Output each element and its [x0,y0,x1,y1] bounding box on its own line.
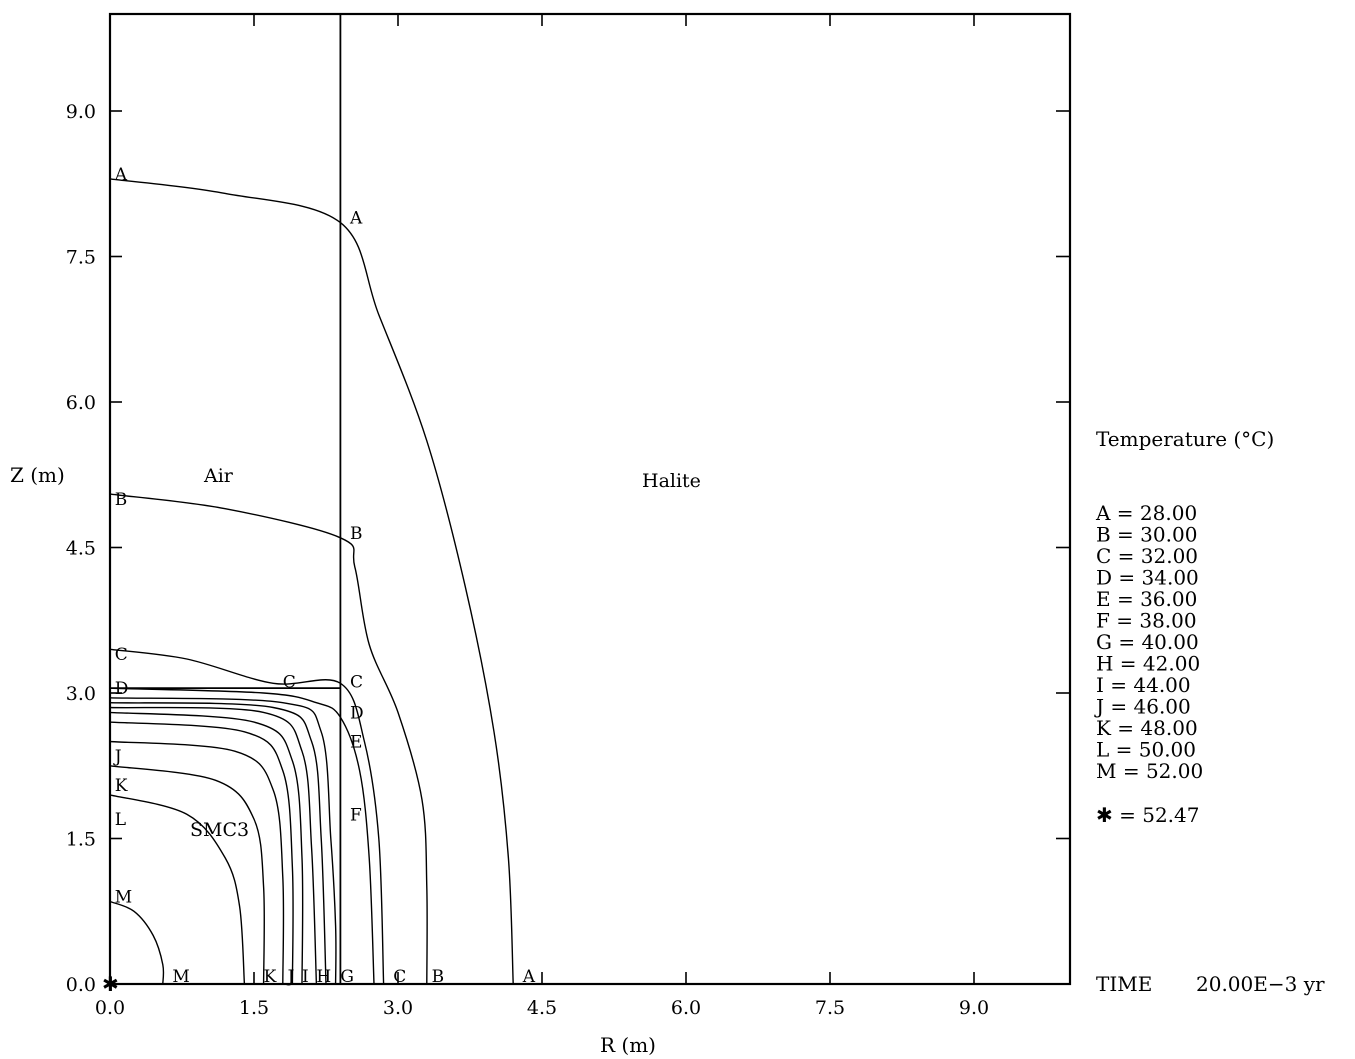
legend-entry-d: D = 34.00 [1096,566,1199,590]
legend-entry-k: K = 48.00 [1096,716,1198,740]
max-value-legend: ✱ = 52.47 [1096,803,1200,827]
contour-label-c: C [393,967,406,987]
contour-label-d: D [115,679,129,699]
contour-label-i: I [302,967,309,987]
legend-title: Temperature (°C) [1096,427,1274,451]
region-boundaries [110,14,342,984]
x-tick-label: 0.0 [95,997,125,1019]
contour-label-d: D [350,703,364,723]
region-label-air: Air [203,465,234,487]
contour-label-j: J [113,747,122,767]
contour-label-c: C [350,672,363,692]
contour-line-l [109,794,246,985]
contour-line-j [109,740,285,985]
x-tick-label: 9.0 [959,997,989,1019]
contour-label-a: A [349,209,363,229]
x-tick-label: 4.5 [527,997,557,1019]
contour-label-f: F [350,805,362,825]
contour-label-h: H [316,967,331,987]
time-label: TIME [1096,972,1152,996]
y-tick-label: 9.0 [66,101,96,123]
max-marker: ✱ [102,972,119,996]
region-label-halite: Halite [642,470,701,492]
contour-line-m [109,900,165,985]
contour-line-k [109,765,266,985]
x-axis-ticks: 0.0 1.5 3.0 4.5 6.0 7.5 9.0 [95,14,989,1019]
y-tick-label: 1.5 [66,829,96,851]
contour-label-b: B [115,490,128,510]
contour-lines [109,178,514,985]
x-tick-label: 7.5 [815,997,845,1019]
contour-label-a: A [114,165,128,185]
x-axis-label: R (m) [600,1033,656,1057]
contour-label-b: B [432,967,445,987]
contour-label-g: G [340,967,354,987]
contour-label-j: J [286,967,295,987]
y-tick-label: 3.0 [66,683,96,705]
legend-entry-c: C = 32.00 [1096,544,1198,568]
x-tick-label: 6.0 [671,997,701,1019]
contour-line-i [109,721,294,985]
legend-entry-g: G = 40.00 [1096,630,1199,654]
x-tick-label: 1.5 [239,997,269,1019]
contour-line-h [109,711,304,985]
legend-entry-h: H = 42.00 [1096,652,1200,676]
contour-line-g [109,706,318,985]
contour-label-e: E [350,733,362,753]
contour-label-b: B [350,524,363,544]
legend: A = 28.00B = 30.00C = 32.00D = 34.00E = … [1094,501,1203,783]
legend-entry-j: J = 46.00 [1094,695,1191,719]
contour-line-e [109,697,337,985]
contour-label-c: C [283,672,296,692]
y-tick-label: 6.0 [66,392,96,414]
contour-label-a: A [522,967,536,987]
contour-line-f [109,702,327,985]
y-tick-label: 4.5 [66,538,96,560]
time-value: 20.00E−3 yr [1196,972,1325,996]
y-tick-label: 7.5 [66,247,96,269]
region-label-smc3: SMC3 [190,819,249,841]
x-tick-label: 3.0 [383,997,413,1019]
legend-entry-l: L = 50.00 [1096,738,1196,762]
contour-label-k: K [115,776,128,796]
legend-entry-i: I = 44.00 [1096,673,1191,697]
legend-entry-f: F = 38.00 [1096,609,1197,633]
contour-line-b [109,493,428,985]
legend-entry-m: M = 52.00 [1096,759,1203,783]
contour-label-m: M [172,967,189,987]
contour-label-l: L [115,810,126,830]
contour-line-a [109,178,514,985]
contour-label-m: M [115,888,132,908]
y-tick-label: 0.0 [66,974,96,996]
plot-frame [108,12,1072,986]
contour-label-c: C [115,645,128,665]
legend-entry-b: B = 30.00 [1096,523,1197,547]
contour-label-k: K [264,967,277,987]
contour-line-c [109,648,385,985]
legend-entry-a: A = 28.00 [1095,501,1197,525]
y-axis-label: Z (m) [10,463,65,487]
legend-entry-e: E = 36.00 [1096,587,1197,611]
y-axis-ticks: 0.0 1.5 3.0 4.5 6.0 7.5 9.0 [66,101,1070,996]
